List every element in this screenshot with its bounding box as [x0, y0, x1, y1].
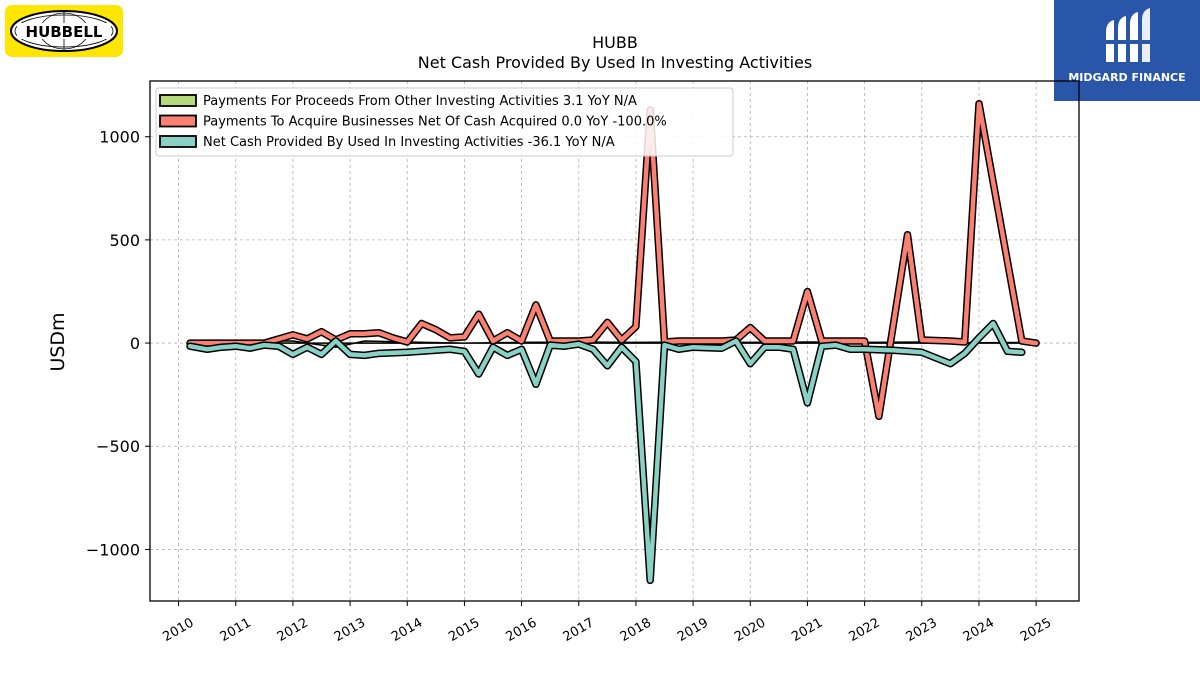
x-tick-label: 2024: [961, 615, 997, 645]
midgard-finance-logo-mark: MIDGARD FINANCE: [1068, 8, 1186, 84]
legend-label: Payments To Acquire Businesses Net Of Ca…: [203, 115, 667, 130]
x-tick-label: 2021: [789, 615, 825, 645]
plot-frame: [149, 80, 1080, 602]
x-ticks: 2010 2011 2012 2013 2014 2015 2016 2017 2018 2019…: [160, 601, 1054, 645]
legend-swatch: [159, 94, 197, 107]
series-line-net-investing: [187, 321, 1025, 583]
y-tick-label: −500: [96, 437, 140, 456]
hubbell-logo-text: HUBBELL: [26, 23, 103, 41]
series-area-other-investing: [189, 340, 1037, 348]
hubbell-logo: HUBBELL: [5, 5, 123, 57]
y-tick-label: 500: [109, 231, 140, 250]
chart-subtitle: Net Cash Provided By Used In Investing A…: [418, 53, 812, 72]
y-tick-label: 0: [130, 334, 140, 353]
x-tick-label: 2025: [1018, 615, 1054, 645]
legend-label: Net Cash Provided By Used In Investing A…: [203, 135, 615, 150]
y-tick-label: 1000: [99, 128, 140, 147]
legend-box: [155, 87, 734, 157]
legend-swatch: [159, 135, 197, 148]
x-tick-label: 2020: [732, 615, 768, 645]
y-axis-label: USDm: [47, 312, 69, 371]
legend-swatch: [159, 114, 197, 128]
x-tick-label: 2019: [675, 615, 711, 645]
x-tick-label: 2014: [389, 615, 425, 645]
legend: Payments For Proceeds From Other Investi…: [155, 87, 734, 157]
x-tick-label: 2015: [446, 615, 482, 645]
x-tick-label: 2010: [160, 615, 196, 645]
x-tick-label: 2012: [275, 615, 311, 645]
chart-title: HUBB: [592, 33, 638, 52]
legend-label: Payments For Proceeds From Other Investi…: [203, 94, 637, 109]
x-tick-label: 2016: [503, 615, 539, 645]
midgard-finance-logo-text: MIDGARD FINANCE: [1068, 71, 1185, 84]
x-tick-label: 2022: [846, 615, 882, 645]
x-tick-label: 2013: [332, 615, 368, 645]
x-tick-label: 2018: [618, 615, 654, 645]
series-layer: [186, 99, 1040, 585]
y-ticks: 1000 500 0 −500 −1000: [86, 128, 150, 559]
hubbell-logo-mark: HUBBELL: [10, 10, 118, 52]
x-tick-label: 2017: [561, 615, 597, 645]
y-tick-label: −1000: [86, 540, 140, 559]
midgard-finance-logo: MIDGARD FINANCE: [1054, 0, 1200, 101]
x-tick-label: 2011: [218, 615, 254, 645]
x-tick-label: 2023: [904, 615, 940, 645]
